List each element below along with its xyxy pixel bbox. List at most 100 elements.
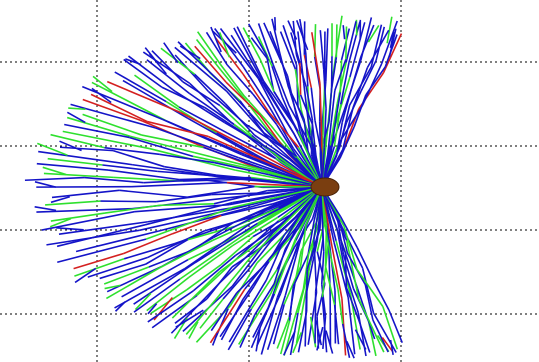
branch-segment (155, 127, 239, 159)
branch-segment (185, 295, 220, 335)
branch-segment (360, 17, 373, 61)
branch-segment (142, 51, 191, 85)
branch-segment (282, 25, 298, 66)
branch-segment (299, 94, 314, 125)
branch-segment (329, 123, 336, 156)
branch-segment (82, 98, 143, 122)
branch-segment (357, 319, 371, 353)
branch-segment (321, 241, 330, 298)
branch-segment (236, 26, 265, 82)
branch-segment (320, 251, 325, 285)
branch-segment (91, 87, 112, 104)
branch-segment (294, 250, 302, 284)
branch-segment (84, 176, 144, 184)
branch-segment (329, 103, 338, 146)
branch-segment (375, 26, 386, 61)
branch-segment (106, 265, 162, 293)
branch-segment (68, 107, 86, 111)
branch-segment (57, 238, 147, 264)
branch-segment (270, 214, 299, 242)
branch-segment (213, 161, 269, 176)
branch-segment (302, 254, 310, 290)
branch-segment (43, 172, 114, 179)
branch-segment (320, 284, 327, 317)
branch-segment (50, 195, 71, 204)
branch-segment (196, 31, 222, 65)
branch-segment (186, 264, 222, 291)
branch-segment (366, 29, 390, 68)
branch-segment (125, 58, 142, 66)
branch-segment (372, 319, 389, 353)
branch-segment (268, 111, 300, 148)
branch-segment (66, 111, 86, 124)
branch-segment (99, 263, 147, 280)
branch-segment (290, 32, 301, 64)
branch-segment (210, 26, 222, 53)
branch-segment (34, 206, 57, 212)
branch-segment (207, 135, 266, 163)
branch-segment (314, 120, 323, 154)
branch-segment (102, 164, 158, 173)
branch-segment (210, 292, 238, 332)
branch-segment (213, 209, 268, 239)
branch-segment (147, 230, 205, 259)
branch-segment (300, 220, 319, 252)
branch-segment (282, 330, 296, 356)
branch-segment (381, 337, 394, 352)
branch-segment (50, 212, 106, 222)
branch-segment (295, 54, 308, 88)
branch-segment (346, 341, 355, 359)
branch-segment (335, 121, 344, 157)
branch-segment (345, 21, 357, 63)
branch-segment (143, 178, 204, 184)
branch-segment (187, 185, 255, 198)
branch-segment (287, 20, 298, 40)
branch-segment (345, 240, 360, 299)
branch-segment (319, 30, 325, 70)
branch-segment (192, 155, 258, 172)
branch-segment (209, 288, 246, 344)
branch-segment (91, 81, 168, 122)
branch-segment (335, 240, 352, 295)
branch-segment (336, 228, 346, 272)
branch-segment (147, 290, 194, 323)
branch-segment (195, 39, 222, 71)
branch-segment (87, 256, 148, 278)
branch-segment (334, 92, 342, 125)
branch-segment (225, 90, 273, 143)
branch-segment (288, 105, 311, 145)
branch-segment (321, 297, 328, 353)
branch-segment (194, 73, 226, 105)
branch-segment (292, 254, 309, 287)
branch-segment (145, 239, 189, 265)
branch-segment (254, 134, 291, 161)
branch-segment (36, 142, 68, 156)
branch-segment (342, 25, 346, 40)
branch-segment (388, 309, 403, 344)
branch-segment (349, 22, 366, 78)
branch-segment (242, 261, 270, 300)
branch-segment (252, 93, 278, 126)
branch-segment (106, 80, 182, 114)
branch-segment (178, 106, 228, 134)
branch-segment (42, 166, 67, 176)
branch-segment (161, 86, 206, 109)
branch-segment (249, 221, 287, 258)
branch-segment (64, 123, 130, 139)
branch-segment (339, 216, 358, 249)
branch-segment (330, 242, 343, 299)
branch-segment (34, 181, 57, 188)
branch-segment (226, 64, 254, 95)
branch-segment (345, 26, 348, 60)
branch-segment (123, 58, 163, 88)
branch-segment (131, 181, 227, 188)
branch-segment (265, 246, 282, 281)
hub (310, 177, 340, 197)
branch-segment (316, 326, 324, 351)
branch-segment (361, 267, 375, 314)
branch-segment (337, 289, 344, 324)
branch-segment (159, 203, 214, 207)
branch-segment (144, 201, 233, 226)
branch-segment (247, 23, 268, 56)
branch-segment (292, 332, 303, 354)
